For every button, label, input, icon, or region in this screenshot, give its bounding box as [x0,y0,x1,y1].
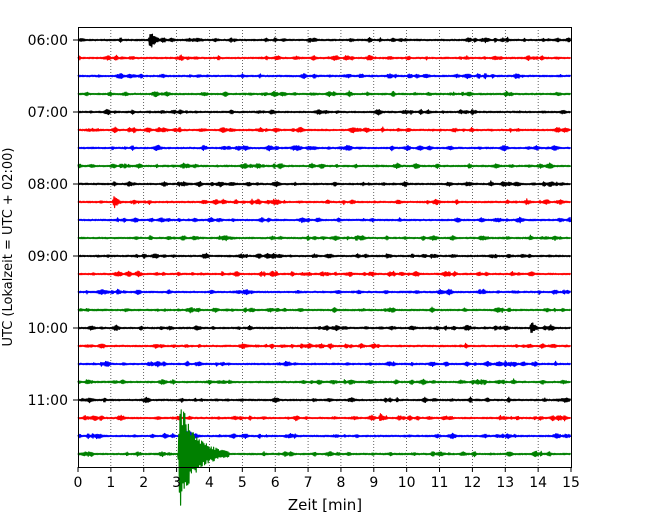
trace-0900 [77,252,572,259]
y-tick-label: 08:00 [28,177,68,193]
y-tick-label: 10:00 [28,321,68,337]
trace-1145 [77,409,572,506]
x-tick-label: 8 [336,475,345,491]
trace-1015 [77,342,572,350]
y-tick-label: 07:00 [28,105,68,121]
trace-1000 [77,322,572,334]
trace-0715 [77,126,572,134]
seismic-traces [77,33,572,506]
trace-1030 [77,360,572,368]
x-tick-label: 9 [369,475,378,491]
x-tick-label: 4 [205,475,214,491]
x-tick-label: 6 [271,475,280,491]
x-tick-label: 10 [398,475,416,491]
x-axis-label: Zeit [min] [288,496,362,514]
x-tick-label: 1 [106,475,115,491]
x-tick-label: 5 [238,475,247,491]
trace-1045 [77,378,572,386]
trace-0815 [77,196,572,209]
trace-0845 [77,234,572,242]
x-tick-label: 13 [496,475,514,491]
trace-0745 [77,162,572,170]
trace-0700 [77,108,572,116]
x-tick-label: 2 [139,475,148,491]
x-tick-label: 14 [529,475,547,491]
trace-0945 [77,306,572,314]
trace-1100 [77,396,572,404]
x-tick-label: 15 [562,475,580,491]
y-tick-label: 11:00 [28,393,68,409]
trace-1115 [77,413,572,422]
x-tick-label: 3 [172,475,181,491]
trace-0600 [77,33,572,48]
x-tick-label: 12 [463,475,481,491]
x-axis-ticks: 0 1 2 3 4 5 6 7 8 9 10 11 12 13 14 15 [74,467,580,491]
trace-0645 [77,90,572,98]
grid-lines [110,27,539,467]
trace-0930 [77,288,572,296]
trace-0800 [77,180,572,188]
trace-0630 [77,73,572,80]
y-tick-label: 06:00 [28,33,68,49]
trace-0615 [77,54,572,61]
x-tick-label: 11 [431,475,449,491]
x-tick-label: 0 [74,475,83,491]
trace-0730 [77,144,572,152]
plot-frame [78,27,572,468]
y-axis-label: UTC (Lokalzeit = UTC + 02:00) [1,148,16,347]
y-axis-ticks: 06:00 07:00 08:00 09:00 10:00 11:00 [28,33,78,409]
trace-0830 [77,216,572,224]
trace-0915 [77,270,572,278]
x-tick-label: 7 [304,475,313,491]
trace-1130 [77,423,572,448]
y-tick-label: 09:00 [28,249,68,265]
